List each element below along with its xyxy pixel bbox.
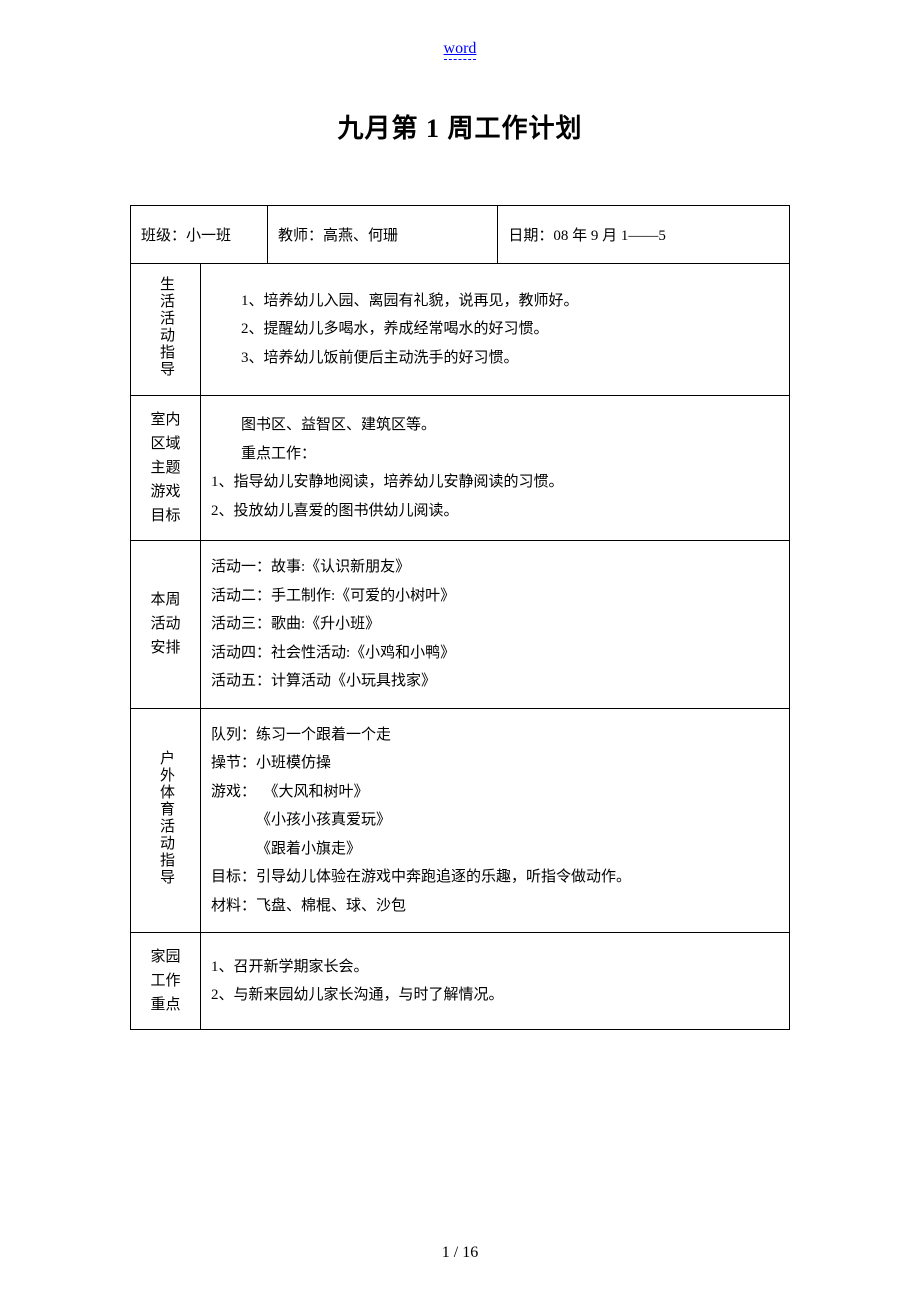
life-guidance-content: 1、培养幼儿入园、离园有礼貌，说再见，教师好。 2、提醒幼儿多喝水，养成经常喝水… [201, 264, 790, 396]
activity-item: 活动二：手工制作:《可爱的小树叶》 [211, 582, 779, 611]
weekly-activities-label: 本周 活动 安排 [131, 541, 201, 709]
outdoor-sports-row: 户外体育活动指导 队列：练习一个跟着一个走操节：小班模仿操游戏： 《大风和树叶》… [131, 708, 790, 933]
class-cell: 班级：小一班 [131, 206, 268, 264]
info-row: 班级：小一班 教师：高燕、何珊 日期：08 年 9 月 1——5 [131, 206, 790, 264]
activity-item: 活动一：故事:《认识新朋友》 [211, 553, 779, 582]
outdoor-sports-content: 队列：练习一个跟着一个走操节：小班模仿操游戏： 《大风和树叶》 《小孩小孩真爱玩… [201, 708, 790, 933]
home-work-content: 1、召开新学期家长会。 2、与新来园幼儿家长沟通，与时了解情况。 [201, 933, 790, 1030]
header-link: word [130, 40, 790, 58]
home-work-row: 家园 工作 重点 1、召开新学期家长会。 2、与新来园幼儿家长沟通，与时了解情况… [131, 933, 790, 1030]
home-work-item: 2、与新来园幼儿家长沟通，与时了解情况。 [211, 981, 779, 1010]
outdoor-line: 游戏： 《大风和树叶》 [211, 778, 779, 807]
outdoor-line: 目标：引导幼儿体验在游戏中奔跑追逐的乐趣，听指令做动作。 [211, 863, 779, 892]
header-link-text[interactable]: word [444, 40, 477, 60]
plan-table: 班级：小一班 教师：高燕、何珊 日期：08 年 9 月 1——5 生活活动指导 … [130, 205, 790, 1030]
outdoor-line: 操节：小班模仿操 [211, 749, 779, 778]
indoor-theme-content: 图书区、益智区、建筑区等。 重点工作： 1、指导幼儿安静地阅读，培养幼儿安静阅读… [201, 396, 790, 541]
teacher-cell: 教师：高燕、何珊 [267, 206, 497, 264]
indoor-theme-row: 室内 区域 主题 游戏 目标 图书区、益智区、建筑区等。 重点工作： 1、指导幼… [131, 396, 790, 541]
life-guidance-item: 2、提醒幼儿多喝水，养成经常喝水的好习惯。 [211, 315, 779, 344]
weekly-activities-content: 活动一：故事:《认识新朋友》 活动二：手工制作:《可爱的小树叶》 活动三：歌曲:… [201, 541, 790, 709]
life-guidance-row: 生活活动指导 1、培养幼儿入园、离园有礼貌，说再见，教师好。 2、提醒幼儿多喝水… [131, 264, 790, 396]
life-guidance-label: 生活活动指导 [131, 264, 201, 396]
home-work-item: 1、召开新学期家长会。 [211, 953, 779, 982]
indoor-intro: 图书区、益智区、建筑区等。 [211, 411, 779, 440]
activity-item: 活动五：计算活动《小玩具找家》 [211, 667, 779, 696]
indoor-item: 2、投放幼儿喜爱的图书供幼儿阅读。 [211, 497, 779, 526]
activity-item: 活动四：社会性活动:《小鸡和小鸭》 [211, 639, 779, 668]
outdoor-line: 队列：练习一个跟着一个走 [211, 721, 779, 750]
outdoor-sports-label: 户外体育活动指导 [131, 708, 201, 933]
page-title: 九月第 1 周工作计划 [130, 108, 790, 145]
indoor-item: 1、指导幼儿安静地阅读，培养幼儿安静阅读的习惯。 [211, 468, 779, 497]
life-guidance-item: 1、培养幼儿入园、离园有礼貌，说再见，教师好。 [211, 287, 779, 316]
activity-item: 活动三：歌曲:《升小班》 [211, 610, 779, 639]
life-guidance-item: 3、培养幼儿饭前便后主动洗手的好习惯。 [211, 344, 779, 373]
page-footer: 1 / 16 [0, 1244, 920, 1262]
indoor-theme-label: 室内 区域 主题 游戏 目标 [131, 396, 201, 541]
weekly-activities-row: 本周 活动 安排 活动一：故事:《认识新朋友》 活动二：手工制作:《可爱的小树叶… [131, 541, 790, 709]
home-work-label: 家园 工作 重点 [131, 933, 201, 1030]
outdoor-line: 《跟着小旗走》 [211, 835, 779, 864]
outdoor-line: 《小孩小孩真爱玩》 [211, 806, 779, 835]
date-cell: 日期：08 年 9 月 1——5 [498, 206, 790, 264]
outdoor-line: 材料：飞盘、棉棍、球、沙包 [211, 892, 779, 921]
indoor-intro: 重点工作： [211, 440, 779, 469]
